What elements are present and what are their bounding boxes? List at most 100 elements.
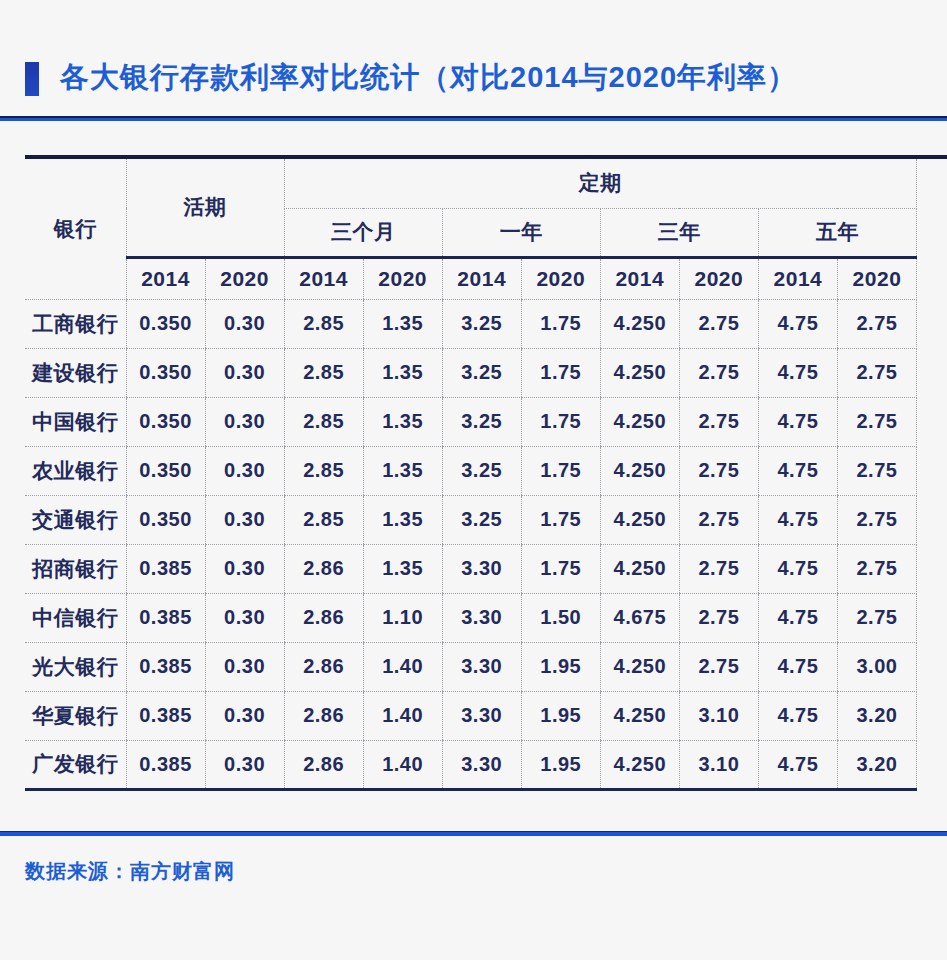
- rate-cell: 3.20: [837, 740, 916, 789]
- rate-cell: 4.250: [600, 348, 679, 397]
- rate-cell: 0.30: [205, 299, 284, 348]
- header-year: 2014: [758, 257, 837, 299]
- rate-cell: 0.385: [126, 642, 205, 691]
- rate-cell: 2.75: [679, 544, 758, 593]
- page-title: 各大银行存款利率对比统计（对比2014与2020年利率）: [60, 58, 797, 98]
- table-row: 光大银行 0.385 0.30 2.86 1.40 3.30 1.95 4.25…: [25, 642, 917, 691]
- rate-cell: 1.95: [521, 642, 600, 691]
- infographic-stage: 各大银行存款利率对比统计（对比2014与2020年利率） 银行 活期 定期 三个…: [0, 0, 947, 960]
- rate-cell: 2.75: [837, 495, 916, 544]
- rate-cell: 2.85: [284, 397, 363, 446]
- rate-cell: 4.75: [758, 495, 837, 544]
- rate-cell: 1.40: [363, 642, 442, 691]
- rate-cell: 1.95: [521, 740, 600, 789]
- rate-cell: 3.30: [442, 691, 521, 740]
- rate-cell: 4.250: [600, 397, 679, 446]
- header-year: 2014: [442, 257, 521, 299]
- bank-cell: 中国银行: [25, 397, 126, 446]
- deposit-rate-table: 银行 活期 定期 三个月 一年 三年 五年 2014 2020 2014 202…: [25, 159, 917, 791]
- header-year: 2014: [126, 257, 205, 299]
- rate-cell: 1.35: [363, 446, 442, 495]
- rate-cell: 3.25: [442, 446, 521, 495]
- rate-cell: 0.30: [205, 348, 284, 397]
- rate-cell: 2.75: [679, 446, 758, 495]
- header-year: 2020: [837, 257, 916, 299]
- rate-cell: 0.385: [126, 593, 205, 642]
- rate-cell: 2.75: [837, 299, 916, 348]
- header-year: 2020: [521, 257, 600, 299]
- rate-cell: 2.75: [679, 299, 758, 348]
- rate-cell: 2.85: [284, 446, 363, 495]
- table-row: 广发银行 0.385 0.30 2.86 1.40 3.30 1.95 4.25…: [25, 740, 917, 789]
- header-year: 2014: [600, 257, 679, 299]
- rate-cell: 1.35: [363, 544, 442, 593]
- rate-cell: 2.85: [284, 299, 363, 348]
- rate-cell: 2.75: [837, 397, 916, 446]
- table-row: 中国银行 0.350 0.30 2.85 1.35 3.25 1.75 4.25…: [25, 397, 917, 446]
- bank-cell: 工商银行: [25, 299, 126, 348]
- rate-cell: 2.86: [284, 642, 363, 691]
- bank-cell: 广发银行: [25, 740, 126, 789]
- rate-cell: 2.85: [284, 348, 363, 397]
- header-group-demand: 活期: [126, 159, 284, 257]
- rate-cell: 4.675: [600, 593, 679, 642]
- rate-cell: 0.30: [205, 642, 284, 691]
- title-accent-bar: [25, 62, 39, 96]
- header-term-3month: 三个月: [284, 208, 442, 257]
- rate-cell: 0.350: [126, 397, 205, 446]
- rate-cell: 0.385: [126, 544, 205, 593]
- rate-cell: 3.30: [442, 544, 521, 593]
- rate-cell: 3.25: [442, 495, 521, 544]
- rate-cell: 1.75: [521, 397, 600, 446]
- bank-cell: 中信银行: [25, 593, 126, 642]
- rate-cell: 2.75: [837, 348, 916, 397]
- table-row: 中信银行 0.385 0.30 2.86 1.10 3.30 1.50 4.67…: [25, 593, 917, 642]
- rate-cell: 4.250: [600, 495, 679, 544]
- bank-cell: 光大银行: [25, 642, 126, 691]
- rate-cell: 2.75: [679, 397, 758, 446]
- rate-cell: 3.30: [442, 740, 521, 789]
- rate-cell: 1.95: [521, 691, 600, 740]
- rate-cell: 2.86: [284, 544, 363, 593]
- rate-cell: 2.75: [679, 495, 758, 544]
- rate-cell: 3.10: [679, 740, 758, 789]
- rate-cell: 0.350: [126, 348, 205, 397]
- rate-cell: 0.385: [126, 691, 205, 740]
- header-year: 2020: [205, 257, 284, 299]
- rate-cell: 3.25: [442, 299, 521, 348]
- rate-cell: 1.75: [521, 446, 600, 495]
- rate-cell: 4.250: [600, 544, 679, 593]
- rate-cell: 0.30: [205, 691, 284, 740]
- rate-cell: 4.75: [758, 446, 837, 495]
- rate-cell: 4.75: [758, 642, 837, 691]
- rate-cell: 4.250: [600, 740, 679, 789]
- rate-cell: 2.86: [284, 593, 363, 642]
- rate-cell: 4.75: [758, 299, 837, 348]
- rate-cell: 1.75: [521, 348, 600, 397]
- rate-cell: 3.10: [679, 691, 758, 740]
- rate-cell: 1.10: [363, 593, 442, 642]
- rate-cell: 1.75: [521, 544, 600, 593]
- rate-cell: 2.86: [284, 740, 363, 789]
- bank-cell: 建设银行: [25, 348, 126, 397]
- rate-cell: 4.75: [758, 691, 837, 740]
- rate-cell: 3.25: [442, 348, 521, 397]
- rate-cell: 4.75: [758, 348, 837, 397]
- rate-cell: 0.30: [205, 593, 284, 642]
- rate-cell: 3.20: [837, 691, 916, 740]
- rate-cell: 2.75: [679, 642, 758, 691]
- rate-cell: 1.35: [363, 299, 442, 348]
- rate-cell: 4.75: [758, 593, 837, 642]
- rate-cell: 0.30: [205, 740, 284, 789]
- rate-cell: 0.30: [205, 544, 284, 593]
- header-term-5year: 五年: [758, 208, 916, 257]
- rate-cell: 2.75: [679, 348, 758, 397]
- header-year: 2020: [363, 257, 442, 299]
- header-year: 2020: [679, 257, 758, 299]
- header-term-3year: 三年: [600, 208, 758, 257]
- rate-cell: 4.75: [758, 544, 837, 593]
- rate-cell: 2.85: [284, 495, 363, 544]
- rate-cell: 0.350: [126, 495, 205, 544]
- rate-cell: 0.385: [126, 740, 205, 789]
- bank-cell: 农业银行: [25, 446, 126, 495]
